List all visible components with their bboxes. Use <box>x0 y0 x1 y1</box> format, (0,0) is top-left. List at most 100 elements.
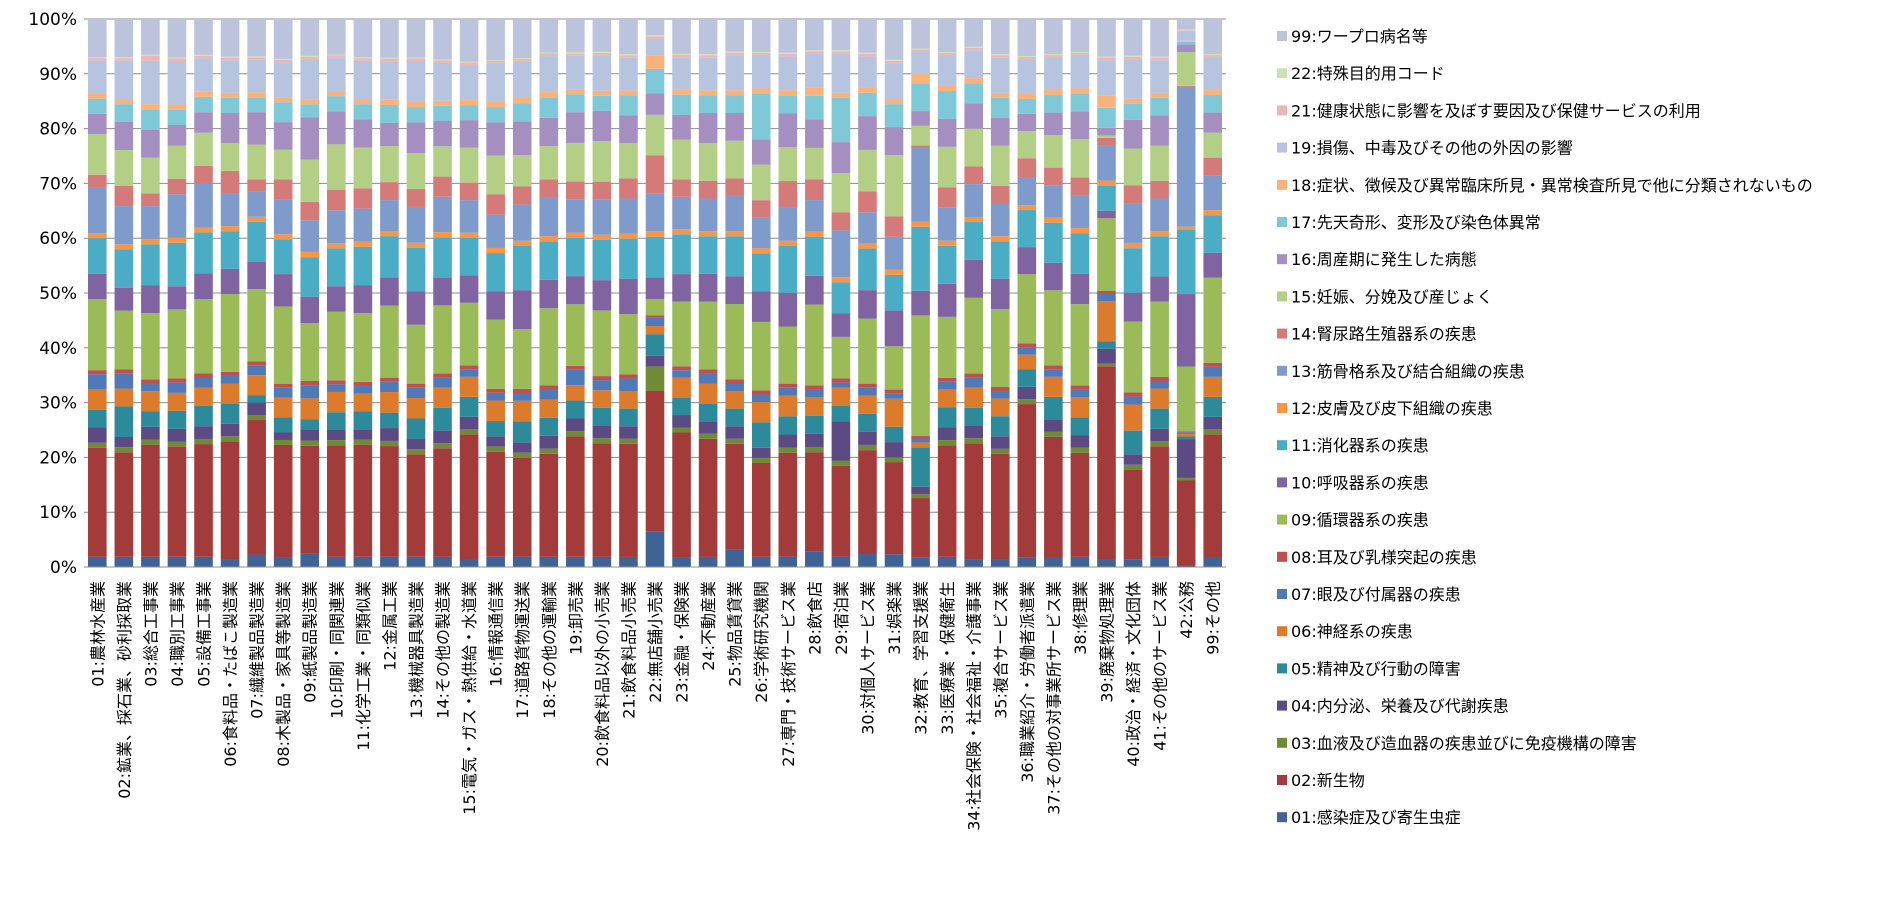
bar-segment <box>698 273 718 302</box>
bar-segment <box>194 387 213 406</box>
bar-segment <box>698 180 718 199</box>
bar-segment <box>486 59 505 61</box>
bar-segment <box>805 179 824 201</box>
bar-segment <box>884 274 904 311</box>
bar-segment <box>937 316 957 378</box>
bar-segment <box>1123 56 1143 60</box>
bar-segment <box>1017 369 1037 387</box>
bar-segment <box>1017 94 1037 99</box>
bar-segment <box>751 556 771 567</box>
bar-segment <box>566 369 585 386</box>
bar-segment <box>592 52 612 56</box>
bar-segment <box>884 104 904 128</box>
bar-segment <box>831 50 851 52</box>
bar-segment <box>937 55 957 86</box>
category-label: 28:飲食店 <box>805 581 824 655</box>
bar-segment <box>672 179 691 197</box>
bar-segment <box>539 97 559 118</box>
bar-segment <box>433 377 452 388</box>
bar-segment <box>831 173 851 213</box>
bar-segment <box>778 447 798 453</box>
bar-segment <box>486 253 505 292</box>
bar-segment <box>406 454 426 557</box>
bar-segment <box>751 88 771 94</box>
bar-segment <box>698 301 718 370</box>
bar-segment <box>645 35 665 37</box>
bar-segment <box>247 361 266 366</box>
bar-segment <box>273 234 293 240</box>
bar-segment <box>327 380 346 385</box>
bar-segment <box>327 19 346 55</box>
bar-segment <box>937 207 957 241</box>
bar-segment <box>672 89 691 95</box>
category-label: 99:その他 <box>1204 581 1223 655</box>
bar-segment <box>167 57 187 59</box>
bar-segment <box>725 549 744 567</box>
bar-segment <box>459 376 479 397</box>
bar-segment <box>406 556 426 567</box>
bar-segment <box>831 19 851 51</box>
bar-segment <box>1150 376 1169 381</box>
bar-segment <box>1017 158 1037 178</box>
bar-segment <box>672 370 691 378</box>
bar-segment <box>1017 343 1037 348</box>
bar-segment <box>911 442 930 448</box>
bar-segment <box>964 297 983 374</box>
bar-segment <box>1044 396 1063 420</box>
bar-segment <box>778 395 798 417</box>
bar-segment <box>459 147 479 183</box>
bar-segment <box>194 426 213 439</box>
bar-segment <box>1150 408 1169 429</box>
bar-segment <box>1150 145 1169 181</box>
bar-segment <box>990 97 1010 119</box>
bar-segment <box>1123 119 1143 149</box>
bar-segment <box>486 319 505 389</box>
bar-segment <box>937 440 957 446</box>
bar-segment <box>539 19 559 53</box>
bar-segment <box>831 51 851 54</box>
bar-segment <box>406 107 426 123</box>
bar-segment <box>459 105 479 121</box>
bar-segment <box>805 397 824 416</box>
bar-segment <box>247 92 266 98</box>
legend-label: 13:筋骨格系及び結合組織の疾患 <box>1291 362 1525 381</box>
bar-segment <box>114 369 134 374</box>
bar-segment <box>167 410 187 429</box>
bar-segment <box>698 556 718 567</box>
bar-segment <box>486 400 505 422</box>
bar-segment <box>937 52 957 56</box>
y-tick-label: 20% <box>39 448 77 468</box>
bar-segment <box>1176 366 1196 432</box>
bar-segment <box>592 55 612 91</box>
bar-segment <box>459 62 479 66</box>
bar-segment <box>645 317 665 327</box>
bar-segment <box>990 185 1010 204</box>
bar-segment <box>1176 85 1196 87</box>
bar-segment <box>645 391 665 532</box>
bar-segment <box>433 19 452 60</box>
bar-segment <box>911 290 930 316</box>
bar-segment <box>619 143 638 179</box>
bar-segment <box>1203 376 1223 397</box>
bar-segment <box>725 195 744 232</box>
category-label: 40:政治・経済・文化団体 <box>1124 581 1143 767</box>
bar-segment <box>1097 95 1116 108</box>
bar-segment <box>273 199 293 235</box>
bar-segment <box>1044 57 1063 91</box>
bar-segment <box>1044 167 1063 186</box>
bar-segment <box>778 181 798 208</box>
bar-segment <box>1017 113 1037 132</box>
bar-segment <box>1150 441 1169 447</box>
bar-segment <box>725 391 744 409</box>
bar-segment <box>964 47 983 51</box>
bar-segment <box>698 90 718 96</box>
bar-segment <box>884 127 904 156</box>
category-label: 38:修理業 <box>1071 581 1090 655</box>
bar-segment <box>300 201 320 221</box>
bar-segment <box>751 447 771 458</box>
bar-segment <box>911 125 930 146</box>
bar-segment <box>300 59 320 100</box>
bar-segment <box>353 393 373 412</box>
bar-segment <box>884 442 904 458</box>
bar-segment <box>566 385 585 401</box>
